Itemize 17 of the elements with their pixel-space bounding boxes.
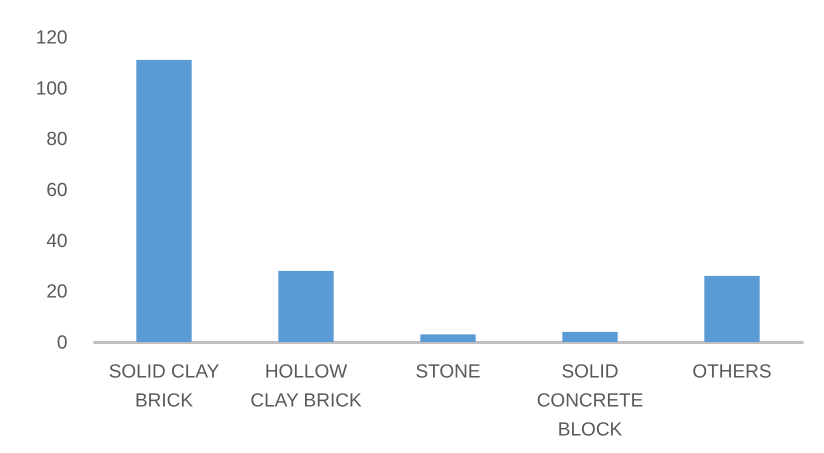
bar (704, 276, 760, 342)
y-tick-label: 80 (46, 129, 68, 150)
bar (278, 270, 334, 342)
x-tick-label: SOLID CLAY BRICK (108, 362, 220, 412)
y-tick-label: 120 (36, 28, 68, 48)
y-tick-label: 0 (56, 332, 68, 354)
bar (562, 332, 618, 342)
x-tick-label: HOLLOW CLAY BRICK (250, 362, 362, 412)
x-tick-label: STONE (415, 362, 481, 382)
x-tick-label: SOLID CONCRETE BLOCK (536, 362, 644, 440)
bar (420, 334, 476, 342)
y-tick-label: 40 (46, 230, 68, 252)
bar (136, 60, 192, 342)
y-tick-label: 60 (46, 180, 68, 201)
y-tick-label: 20 (46, 282, 68, 303)
x-tick-label: OTHERS (692, 362, 772, 382)
y-tick-label: 100 (36, 78, 68, 100)
